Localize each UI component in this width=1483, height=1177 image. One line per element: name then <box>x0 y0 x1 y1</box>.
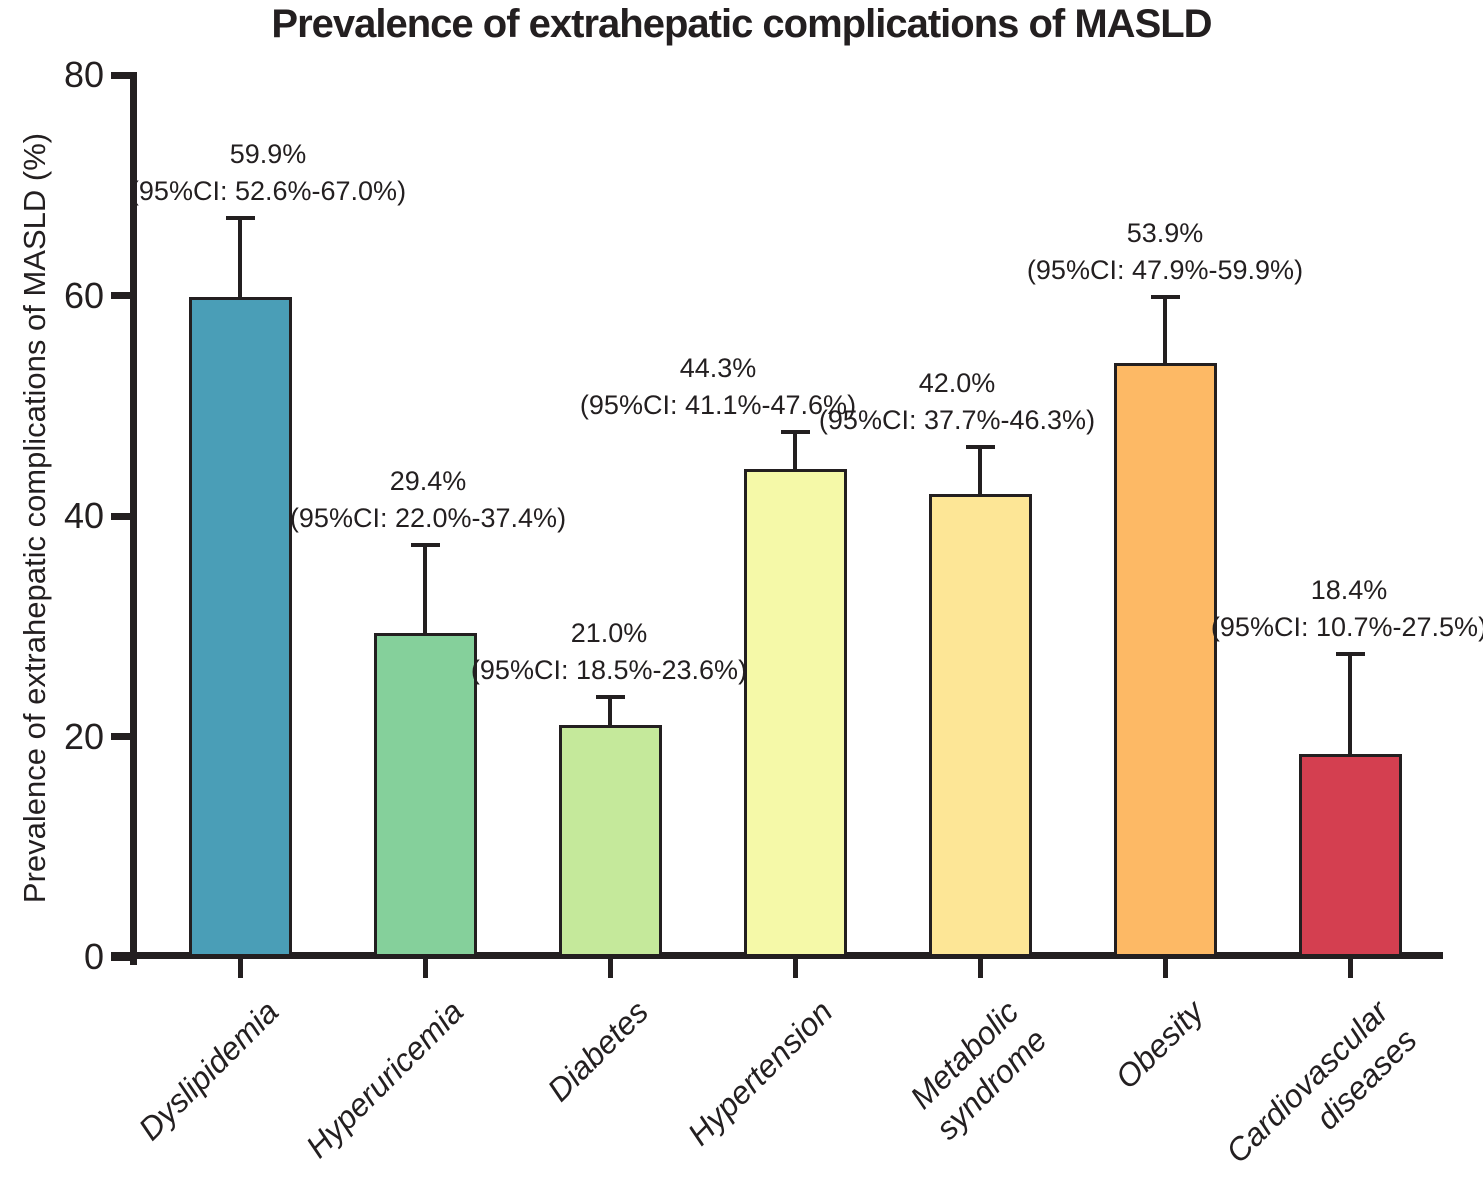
chart-title: Prevalence of extrahepatic complications… <box>271 2 1212 46</box>
bar-value-label: 18.4% <box>1310 574 1388 605</box>
bar <box>373 632 477 957</box>
bar-ci-label: (95%CI: 52.6%-67.0%) <box>129 176 407 207</box>
y-tick-label: 0 <box>83 936 104 977</box>
bar-value-label: 21.0% <box>570 617 648 648</box>
bar-value-label: 44.3% <box>679 353 757 384</box>
bar-value-label: 29.4% <box>389 465 467 496</box>
y-tick-label: 20 <box>63 715 104 757</box>
y-axis-tick <box>111 953 133 961</box>
x-tick-label-line: Diabetes <box>540 993 655 1109</box>
error-bar-whisker <box>423 544 427 633</box>
x-tick-label: Cardiovascular diseases <box>1217 992 1424 1177</box>
bar <box>743 468 847 957</box>
bar-value-label: 59.9% <box>229 139 307 170</box>
bar-value-label: 42.0% <box>918 367 996 398</box>
x-tick-label: Hyperuricemia <box>297 992 471 1166</box>
bar <box>188 296 292 957</box>
x-axis-tick <box>237 959 243 978</box>
bar-annotation: 53.9% (95%CI: 47.9%-59.9%) <box>1027 215 1303 289</box>
x-tick-label: Metabolic syndrome <box>899 992 1055 1148</box>
y-axis-line <box>129 72 137 965</box>
bar-annotation: 29.4% (95%CI: 22.0%-37.4%) <box>290 463 566 537</box>
error-bar-cap <box>225 216 255 221</box>
y-axis-tick <box>111 292 133 299</box>
x-tick-label-line: Hypertension <box>681 993 840 1153</box>
x-axis-tick <box>792 959 798 978</box>
x-axis-tick <box>1162 959 1168 978</box>
y-axis-tick <box>111 71 133 79</box>
x-axis-tick <box>607 959 613 978</box>
bar <box>1298 754 1402 957</box>
error-bar-whisker <box>793 432 797 469</box>
bar-ci-label: (95%CI: 41.1%-47.6%) <box>579 390 857 421</box>
error-bar-whisker <box>238 218 242 297</box>
error-bar-whisker <box>1348 653 1352 755</box>
y-axis-tick <box>111 512 133 520</box>
x-tick-label-line: Obesity <box>1107 993 1210 1096</box>
bar <box>558 725 662 957</box>
bar-annotation: 21.0% (95%CI: 18.5%-23.6%) <box>471 615 747 689</box>
x-tick-label-line: Hyperuricemia <box>298 993 470 1165</box>
bar <box>1113 362 1217 957</box>
error-bar-whisker <box>1163 296 1167 363</box>
bar-ci-label: (95%CI: 22.0%-37.4%) <box>289 502 567 533</box>
x-axis-tick <box>422 959 428 978</box>
error-bar-cap <box>1335 651 1365 656</box>
bar-annotation: 18.4% (95%CI: 10.7%-27.5%) <box>1211 572 1483 646</box>
bar-annotation: 59.9% (95%CI: 52.6%-67.0%) <box>130 136 406 210</box>
y-tick-label: 80 <box>63 54 104 95</box>
x-tick-label: Dyslipidemia <box>130 992 287 1149</box>
y-tick-label: 60 <box>63 274 104 316</box>
bar-annotation: 44.3% (95%CI: 41.1%-47.6%) <box>580 350 856 424</box>
error-bar-cap <box>780 430 810 435</box>
bar-value-label: 53.9% <box>1126 217 1204 248</box>
error-bar-whisker <box>978 446 982 494</box>
error-bar-cap <box>965 444 995 449</box>
x-axis-tick <box>1347 959 1353 978</box>
x-tick-label: Diabetes <box>539 992 657 1110</box>
x-tick-label: Obesity <box>1106 992 1211 1097</box>
y-axis-tick <box>111 733 133 740</box>
error-bar-cap <box>1150 294 1180 299</box>
x-axis-tick <box>977 959 983 978</box>
x-tick-label-line: Dyslipidemia <box>131 993 285 1148</box>
error-bar-whisker <box>608 696 612 726</box>
y-tick-label: 40 <box>63 495 104 536</box>
bar <box>928 493 1032 957</box>
x-tick-label: Hypertension <box>680 992 842 1154</box>
bar-ci-label: (95%CI: 37.7%-46.3%) <box>818 404 1096 435</box>
error-bar-cap <box>595 694 625 699</box>
bar-ci-label: (95%CI: 10.7%-27.5%) <box>1210 611 1483 642</box>
bar-ci-label: (95%CI: 18.5%-23.6%) <box>470 654 748 685</box>
bar-ci-label: (95%CI: 47.9%-59.9%) <box>1026 254 1304 285</box>
bar-annotation: 42.0% (95%CI: 37.7%-46.3%) <box>819 365 1095 439</box>
error-bar-cap <box>410 542 440 547</box>
